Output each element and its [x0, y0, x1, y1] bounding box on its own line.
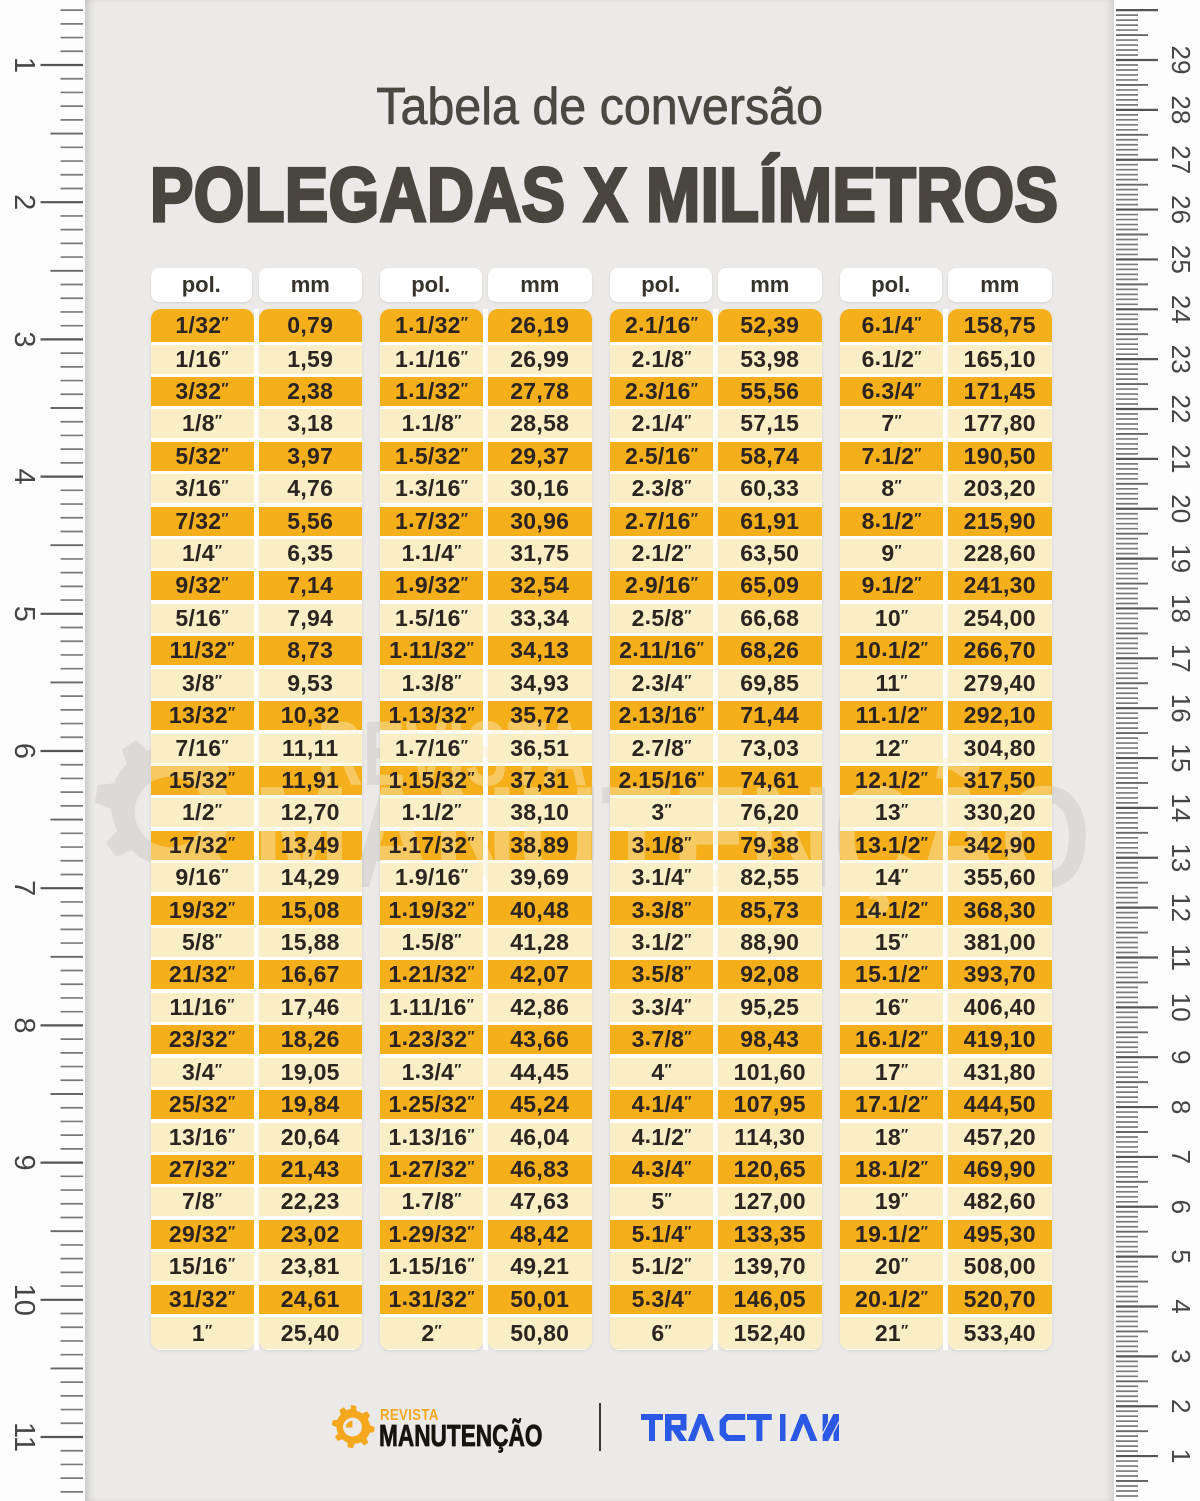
svg-text:26: 26 — [1166, 195, 1196, 224]
svg-text:15: 15 — [1166, 744, 1196, 773]
svg-text:29: 29 — [1166, 46, 1196, 75]
svg-text:12: 12 — [1166, 893, 1196, 922]
svg-text:5: 5 — [1166, 1249, 1196, 1263]
svg-text:14: 14 — [1166, 793, 1196, 822]
svg-text:2: 2 — [8, 194, 40, 210]
svg-text:11: 11 — [8, 1422, 40, 1452]
svg-text:23: 23 — [1166, 345, 1196, 374]
svg-text:9: 9 — [8, 1155, 40, 1171]
svg-text:6: 6 — [8, 743, 40, 759]
svg-text:9: 9 — [1166, 1050, 1196, 1064]
svg-text:6: 6 — [1166, 1200, 1196, 1214]
svg-text:22: 22 — [1166, 395, 1196, 424]
svg-text:2: 2 — [1166, 1399, 1196, 1413]
svg-text:11: 11 — [1166, 944, 1196, 971]
svg-text:20: 20 — [1166, 494, 1196, 523]
svg-text:19: 19 — [1166, 544, 1196, 573]
svg-text:28: 28 — [1166, 95, 1196, 124]
svg-text:25: 25 — [1166, 245, 1196, 274]
svg-text:24: 24 — [1166, 295, 1196, 324]
svg-text:10: 10 — [8, 1284, 40, 1316]
svg-text:16: 16 — [1166, 694, 1196, 723]
svg-text:4: 4 — [8, 469, 40, 485]
svg-text:21: 21 — [1166, 444, 1196, 473]
svg-text:10: 10 — [1166, 993, 1196, 1022]
svg-text:4: 4 — [1166, 1299, 1196, 1313]
svg-text:3: 3 — [1166, 1349, 1196, 1363]
svg-text:1: 1 — [1166, 1449, 1196, 1463]
svg-text:7: 7 — [8, 880, 40, 896]
svg-text:27: 27 — [1166, 145, 1196, 174]
svg-text:18: 18 — [1166, 594, 1196, 623]
svg-text:1: 1 — [8, 57, 40, 73]
svg-text:3: 3 — [8, 331, 40, 347]
svg-text:13: 13 — [1166, 843, 1196, 872]
svg-text:8: 8 — [8, 1017, 40, 1033]
svg-text:7: 7 — [1166, 1150, 1196, 1164]
svg-text:5: 5 — [8, 606, 40, 622]
svg-text:8: 8 — [1166, 1100, 1196, 1114]
svg-text:17: 17 — [1166, 644, 1196, 673]
